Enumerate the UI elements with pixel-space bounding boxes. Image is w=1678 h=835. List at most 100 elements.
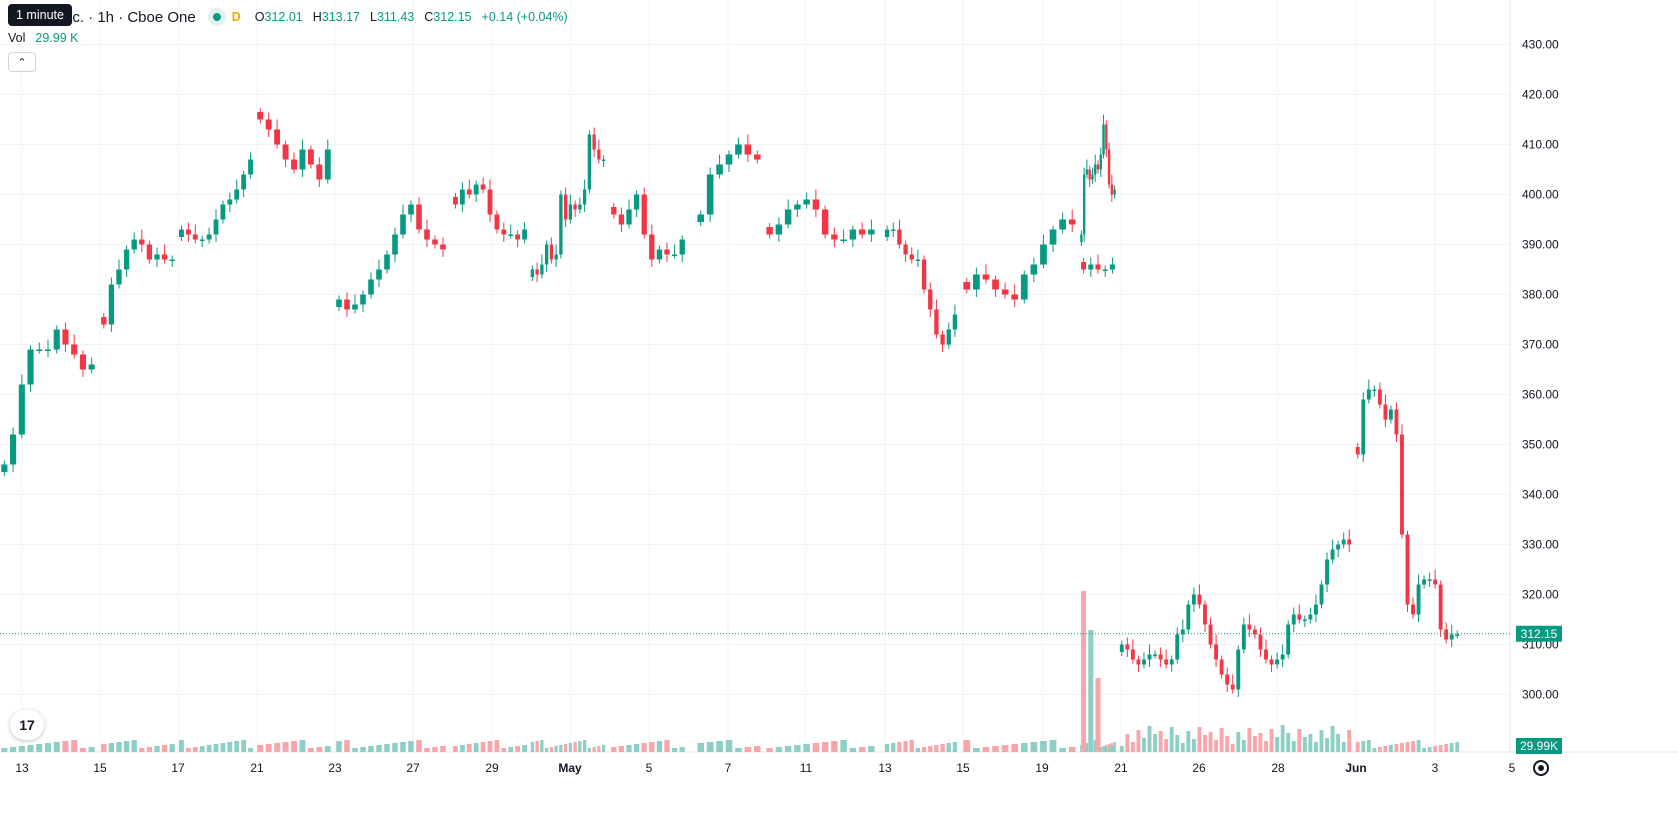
candle-body xyxy=(324,149,331,180)
volume-bar xyxy=(1269,729,1274,752)
volume-bar xyxy=(1330,726,1335,752)
volume-bar xyxy=(868,746,875,752)
candle-body xyxy=(897,229,902,245)
x-tick-label: May xyxy=(558,761,582,775)
volume-bar xyxy=(169,744,175,752)
volume-bar xyxy=(1355,742,1360,752)
volume-bar xyxy=(1361,741,1366,752)
volume-bar xyxy=(291,741,297,752)
collapse-legend-button[interactable]: ⌃ xyxy=(8,52,36,72)
candle-body xyxy=(578,204,582,210)
candle-body xyxy=(1142,659,1146,665)
candle-body xyxy=(1325,559,1329,585)
volume-bar xyxy=(554,746,558,752)
x-tick-label: 5 xyxy=(646,761,653,775)
volume-bar xyxy=(79,748,86,752)
volume-bar xyxy=(821,742,829,752)
candle-body xyxy=(1258,634,1263,650)
candle-body xyxy=(1225,674,1230,685)
candle-body xyxy=(227,199,233,205)
volume-bar xyxy=(1059,748,1066,752)
volume-bar xyxy=(1225,736,1230,752)
candle-body xyxy=(1080,234,1083,242)
y-tick-label: 350.00 xyxy=(1522,438,1559,452)
volume-bar xyxy=(116,742,122,752)
candle-body xyxy=(199,239,205,241)
candle-body xyxy=(1236,649,1241,690)
candle-body xyxy=(1082,174,1086,235)
volume-bar xyxy=(1102,747,1108,752)
market-status[interactable]: D xyxy=(207,8,241,26)
candle-body xyxy=(1405,534,1410,605)
volume-bar xyxy=(1068,747,1076,752)
volume-bar xyxy=(679,747,685,752)
volume-bar xyxy=(891,743,896,752)
candle-body xyxy=(1191,594,1196,605)
tradingview-logo-icon[interactable]: 17 xyxy=(10,710,44,740)
timeframe-tooltip: 1 minute xyxy=(8,4,72,26)
candle-body xyxy=(982,274,990,280)
volume-bar xyxy=(884,744,890,752)
volume-bar xyxy=(453,746,458,752)
candle-body xyxy=(725,154,733,165)
volume-bar xyxy=(573,742,577,752)
candle-body xyxy=(611,207,617,215)
candle-body xyxy=(154,254,160,260)
volume-bar xyxy=(559,745,563,752)
candle-body xyxy=(671,254,678,256)
x-tick-label: 13 xyxy=(878,761,892,775)
candle-body xyxy=(36,349,43,351)
volume-bar xyxy=(897,742,902,752)
x-tick-label: 5 xyxy=(1509,761,1516,775)
candle-body xyxy=(440,244,446,250)
volume-bar xyxy=(424,748,430,752)
candle-body xyxy=(601,159,606,161)
gear-icon[interactable] xyxy=(1533,760,1549,776)
candle-body xyxy=(1119,644,1124,652)
x-tick-label: 11 xyxy=(800,761,813,775)
y-tick-label: 340.00 xyxy=(1522,488,1559,502)
volume-bar xyxy=(1094,740,1097,752)
volume-bar xyxy=(1236,732,1241,752)
volume-value: 29.99 K xyxy=(35,31,79,45)
candle-body xyxy=(291,159,297,170)
volume-bar xyxy=(1313,742,1318,752)
volume-bar xyxy=(1175,735,1180,752)
volume-bar xyxy=(27,745,34,752)
volume-bar xyxy=(1049,740,1057,752)
volume-legend: Vol 29.99 K xyxy=(8,31,78,45)
candle-body xyxy=(1136,659,1141,665)
volume-bar xyxy=(1095,678,1101,752)
candle-body xyxy=(88,364,95,370)
volume-bar xyxy=(1040,741,1047,752)
candle-body xyxy=(494,214,500,230)
candle-body xyxy=(501,229,507,235)
candle-body xyxy=(146,244,153,260)
volume-bar xyxy=(408,741,414,752)
candle-body xyxy=(1341,539,1346,545)
candle-body xyxy=(18,384,25,435)
volume-bar xyxy=(1258,733,1263,752)
candle-body xyxy=(1269,659,1274,665)
volume-bar xyxy=(515,746,521,752)
volume-bar xyxy=(840,740,847,752)
volume-bar xyxy=(1280,725,1285,752)
candle-body xyxy=(515,234,521,240)
volume-bar xyxy=(10,747,17,752)
volume-bar xyxy=(1444,744,1449,752)
candle-body xyxy=(649,234,655,260)
symbol-title[interactable]: nc. · 1h · Cboe One xyxy=(64,8,196,26)
volume-bar xyxy=(1169,727,1174,752)
volume-bar xyxy=(1099,747,1102,752)
candle-body xyxy=(1252,629,1257,635)
ohlc-values: O312.01 H313.17 L311.43 C312.15 +0.14 (+… xyxy=(255,10,568,24)
volume-bar xyxy=(494,740,500,752)
candle-body xyxy=(1109,264,1115,270)
candle-body xyxy=(1286,624,1291,655)
candle-body xyxy=(1001,289,1009,295)
candle-body xyxy=(1330,549,1335,560)
candle-body xyxy=(568,204,573,220)
legend-header: nc. · 1h · Cboe One D O312.01 H313.17 L3… xyxy=(8,6,568,28)
candle-body xyxy=(1088,264,1094,270)
